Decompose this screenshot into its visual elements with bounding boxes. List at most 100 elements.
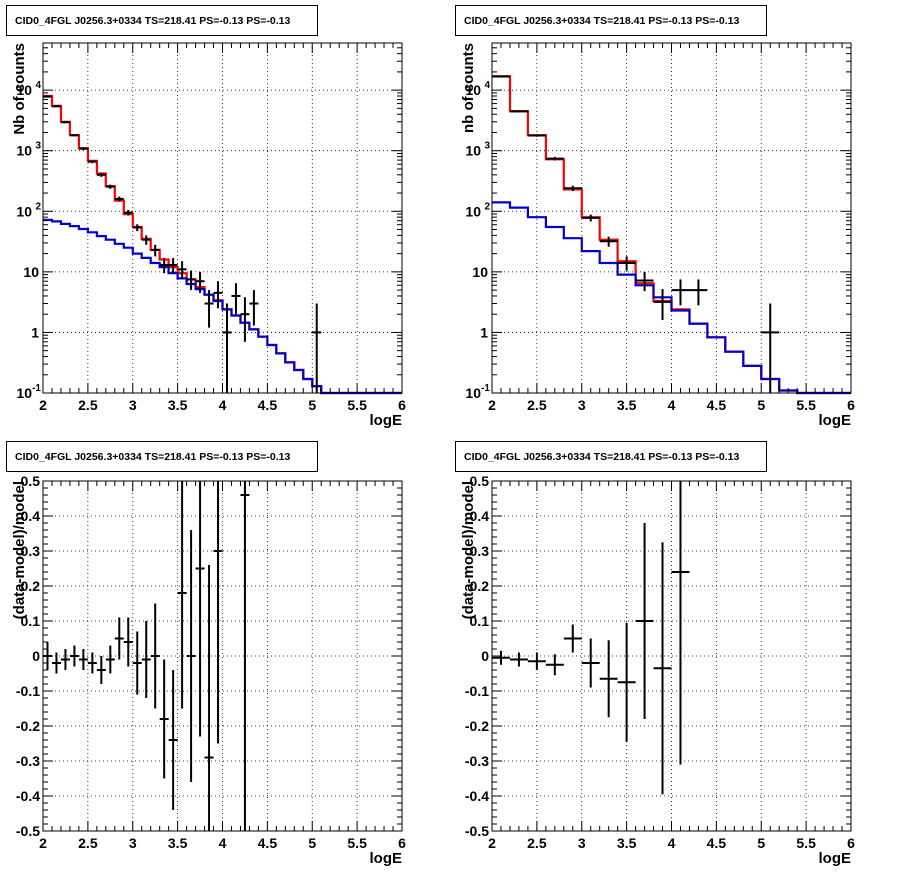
grid bbox=[492, 481, 851, 831]
residual-point bbox=[87, 652, 97, 674]
data-point bbox=[150, 244, 160, 257]
residual-point bbox=[240, 481, 250, 831]
y-tick-label: 0.1 bbox=[21, 613, 41, 629]
x-axis-label: logE bbox=[819, 850, 852, 867]
y-tick-label: -0.1 bbox=[465, 683, 489, 699]
y-tick-label: 0.4 bbox=[470, 508, 490, 524]
residual-point bbox=[186, 530, 196, 782]
y-tick-label: -0.3 bbox=[16, 753, 40, 769]
x-tick-label: 2.5 bbox=[527, 835, 547, 851]
chart-title: CID0_4FGL J0256.3+0334 TS=218.41 PS=-0.1… bbox=[15, 15, 290, 27]
data-point bbox=[635, 271, 654, 292]
x-tick-label: 4.5 bbox=[707, 397, 727, 413]
residual-point bbox=[141, 621, 151, 698]
x-tick-label: 5.5 bbox=[347, 397, 367, 413]
x-tick-label: 4 bbox=[219, 835, 227, 851]
x-axis: 2 2.5 3 3.5 4 4.5 5 5.5 6 bbox=[488, 43, 855, 413]
y-tick-label: 0.3 bbox=[470, 543, 490, 559]
x-tick-label: 2.5 bbox=[78, 835, 98, 851]
residual-point bbox=[96, 656, 106, 684]
x-tick-label: 5.5 bbox=[796, 835, 816, 851]
data-point bbox=[599, 236, 618, 247]
grid bbox=[43, 481, 402, 831]
residual-point bbox=[527, 652, 546, 670]
y-tick-exponent: -1 bbox=[32, 383, 41, 394]
y-tick-label: 0 bbox=[481, 648, 489, 664]
chart-panel-4: CID0_4FGL J0256.3+0334 TS=218.41 PS=-0.1… bbox=[455, 441, 855, 867]
x-axis: 2 2.5 3 3.5 4 4.5 5 5.5 6 bbox=[488, 481, 855, 851]
x-tick-label: 2 bbox=[488, 835, 496, 851]
data-point bbox=[78, 147, 88, 151]
x-tick-label: 3 bbox=[578, 835, 586, 851]
y-tick-label: 10 bbox=[16, 203, 32, 219]
residual-point bbox=[563, 624, 582, 653]
y-tick-label: -0.5 bbox=[16, 823, 40, 839]
y-tick-label: -0.4 bbox=[465, 788, 489, 804]
chart-panel-2: CID0_4FGL J0256.3+0334 TS=218.41 PS=-0.1… bbox=[455, 5, 855, 429]
x-tick-label: 2.5 bbox=[527, 397, 547, 413]
x-tick-label: 4.5 bbox=[258, 835, 278, 851]
residual-point bbox=[51, 652, 61, 674]
y-tick-exponent: 2 bbox=[35, 201, 41, 212]
x-axis: 2 2.5 3 3.5 4 4.5 5 5.5 6 bbox=[39, 481, 406, 851]
residual-point bbox=[123, 617, 133, 667]
data-point bbox=[87, 160, 97, 164]
x-tick-label: 3.5 bbox=[168, 835, 188, 851]
data-point bbox=[123, 209, 133, 216]
y-tick-label: 10 bbox=[16, 385, 32, 401]
y-tick-exponent: 2 bbox=[484, 201, 490, 212]
data-point bbox=[159, 257, 169, 274]
y-tick-label: -0.3 bbox=[465, 753, 489, 769]
y-tick-label: 10 bbox=[472, 264, 488, 280]
residual-point bbox=[150, 603, 160, 709]
x-tick-label: 5 bbox=[757, 835, 765, 851]
grid bbox=[43, 43, 402, 393]
data-point bbox=[653, 289, 672, 321]
chart-panel-3: CID0_4FGL J0256.3+0334 TS=218.41 PS=-0.1… bbox=[6, 441, 406, 867]
data-point bbox=[231, 283, 241, 315]
data-point bbox=[141, 235, 151, 245]
x-tick-label: 2 bbox=[488, 397, 496, 413]
data-point bbox=[204, 290, 214, 328]
y-tick-exponent: 4 bbox=[35, 80, 41, 91]
data-point bbox=[168, 257, 178, 274]
x-tick-label: 3.5 bbox=[617, 397, 637, 413]
chart-title: CID0_4FGL J0256.3+0334 TS=218.41 PS=-0.1… bbox=[464, 451, 739, 463]
residual-point bbox=[168, 670, 178, 810]
y-tick-label: 0.1 bbox=[470, 613, 490, 629]
residual-point bbox=[195, 481, 205, 737]
data-point bbox=[249, 290, 259, 326]
data-point bbox=[186, 270, 196, 291]
series-total-model-line bbox=[43, 94, 402, 395]
data-point bbox=[527, 134, 546, 137]
data-point bbox=[492, 75, 510, 78]
x-tick-label: 5 bbox=[308, 835, 316, 851]
data-point bbox=[545, 156, 564, 161]
series-background-model-line bbox=[43, 218, 402, 395]
data-point bbox=[60, 121, 70, 124]
y-tick-label: 10 bbox=[16, 143, 32, 159]
y-tick-label: 0.3 bbox=[21, 543, 41, 559]
y-axis-label: (data-model)/model bbox=[11, 481, 28, 619]
y-tick-label: 1 bbox=[31, 324, 39, 340]
data-point bbox=[761, 303, 780, 393]
residual-point bbox=[78, 649, 88, 670]
y-tick-label: 0.2 bbox=[470, 578, 490, 594]
y-tick-label: 0.5 bbox=[21, 473, 41, 489]
x-tick-label: 5.5 bbox=[347, 835, 367, 851]
x-tick-label: 2 bbox=[39, 835, 47, 851]
data-point bbox=[671, 279, 690, 306]
x-tick-label: 3.5 bbox=[168, 397, 188, 413]
y-tick-label: 10 bbox=[465, 203, 481, 219]
data-point bbox=[617, 256, 636, 271]
x-tick-label: 6 bbox=[847, 397, 855, 413]
y-tick-label: -0.5 bbox=[465, 823, 489, 839]
y-tick-exponent: 3 bbox=[484, 141, 490, 152]
x-tick-label: 3 bbox=[129, 835, 137, 851]
residual-point bbox=[114, 617, 124, 660]
y-axis-label: nb of counts bbox=[460, 43, 477, 133]
x-tick-label: 6 bbox=[398, 397, 406, 413]
residual-point bbox=[204, 565, 214, 831]
